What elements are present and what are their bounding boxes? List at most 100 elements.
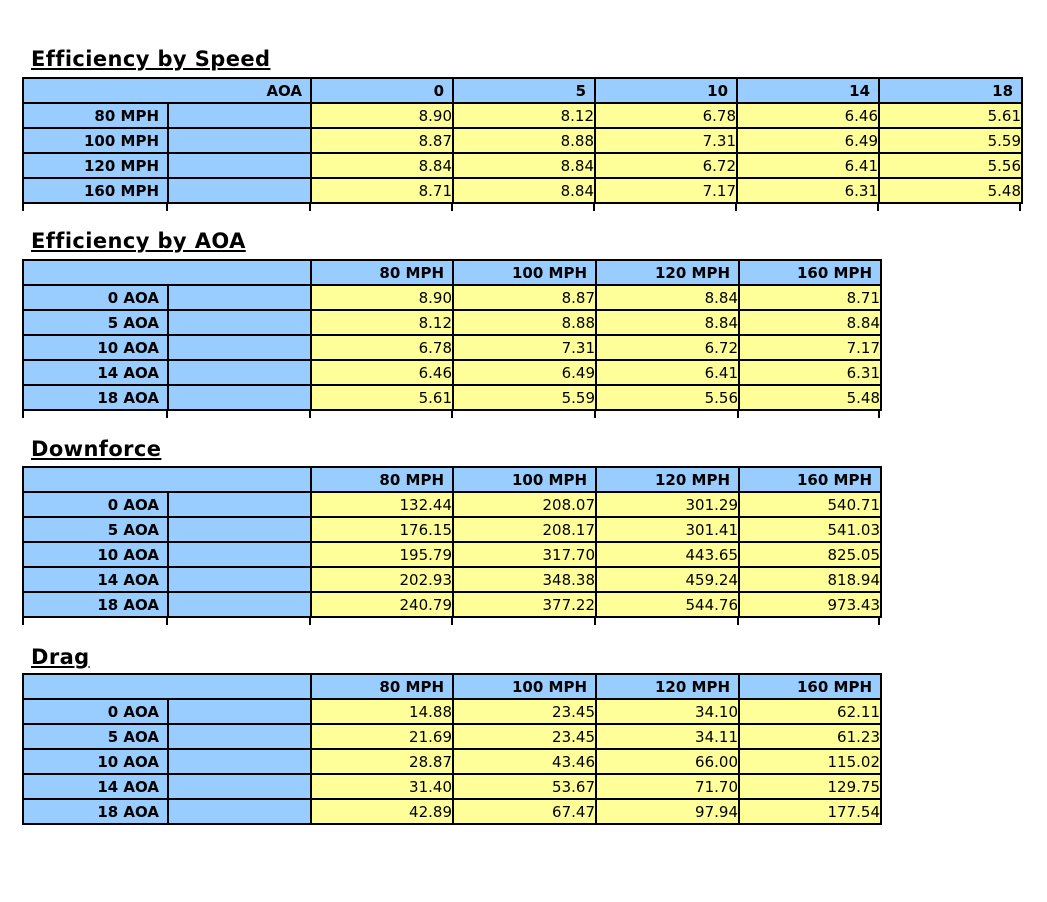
value-cell[interactable]: 6.31 [738, 359, 882, 386]
column-header-cell[interactable]: 100 MPH [452, 673, 597, 700]
column-header-cell[interactable]: 80 MPH [310, 673, 454, 700]
row-header-cell[interactable]: 5 AOA [22, 516, 169, 543]
row-header-cell[interactable]: 80 MPH [22, 102, 169, 129]
value-cell[interactable]: 8.88 [452, 309, 597, 336]
column-header-cell[interactable]: 18 [878, 77, 1024, 104]
value-cell[interactable]: 195.79 [310, 541, 454, 568]
value-cell[interactable]: 6.41 [595, 359, 740, 386]
value-cell[interactable]: 14.88 [310, 698, 454, 725]
value-cell[interactable]: 6.46 [736, 102, 881, 129]
column-header-cell[interactable]: 120 MPH [595, 259, 740, 286]
value-cell[interactable]: 6.46 [310, 359, 454, 386]
value-cell[interactable]: 5.48 [738, 384, 882, 411]
row-header-cell[interactable]: 5 AOA [22, 309, 169, 336]
value-cell[interactable]: 540.71 [738, 491, 882, 518]
value-cell[interactable]: 825.05 [738, 541, 882, 568]
value-cell[interactable]: 301.41 [595, 516, 740, 543]
value-cell[interactable]: 129.75 [738, 773, 882, 800]
value-cell[interactable]: 7.17 [738, 334, 882, 361]
row-header-cell[interactable]: 14 AOA [22, 566, 169, 593]
value-cell[interactable]: 61.23 [738, 723, 882, 750]
row-header-cell[interactable]: 10 AOA [22, 748, 169, 775]
value-cell[interactable]: 6.72 [594, 152, 739, 179]
value-cell[interactable]: 43.46 [452, 748, 597, 775]
row-header-cell[interactable]: 18 AOA [22, 591, 169, 618]
column-header-cell[interactable]: 14 [736, 77, 881, 104]
value-cell[interactable]: 5.61 [878, 102, 1024, 129]
column-header-cell[interactable]: 0 [310, 77, 455, 104]
value-cell[interactable]: 28.87 [310, 748, 454, 775]
value-cell[interactable]: 8.71 [310, 177, 455, 204]
value-cell[interactable]: 23.45 [452, 698, 597, 725]
column-header-cell[interactable]: 120 MPH [595, 673, 740, 700]
column-header-cell[interactable]: 160 MPH [738, 673, 882, 700]
value-cell[interactable]: 818.94 [738, 566, 882, 593]
value-cell[interactable]: 6.49 [736, 127, 881, 154]
value-cell[interactable]: 8.12 [452, 102, 597, 129]
row-header-cell[interactable]: 18 AOA [22, 798, 169, 825]
value-cell[interactable]: 8.88 [452, 127, 597, 154]
value-cell[interactable]: 317.70 [452, 541, 597, 568]
value-cell[interactable]: 7.17 [594, 177, 739, 204]
column-header-cell[interactable]: 160 MPH [738, 466, 882, 493]
value-cell[interactable]: 7.31 [594, 127, 739, 154]
value-cell[interactable]: 5.59 [452, 384, 597, 411]
value-cell[interactable]: 377.22 [452, 591, 597, 618]
value-cell[interactable]: 6.41 [736, 152, 881, 179]
row-header-cell[interactable]: 14 AOA [22, 773, 169, 800]
column-header-cell[interactable]: 100 MPH [452, 259, 597, 286]
column-header-cell[interactable]: 160 MPH [738, 259, 882, 286]
row-header-cell[interactable]: 0 AOA [22, 491, 169, 518]
row-header-cell[interactable]: 5 AOA [22, 723, 169, 750]
value-cell[interactable]: 973.43 [738, 591, 882, 618]
value-cell[interactable]: 8.90 [310, 284, 454, 311]
column-header-cell[interactable]: 100 MPH [452, 466, 597, 493]
value-cell[interactable]: 8.84 [452, 177, 597, 204]
value-cell[interactable]: 34.11 [595, 723, 740, 750]
value-cell[interactable]: 8.84 [595, 284, 740, 311]
value-cell[interactable]: 6.78 [310, 334, 454, 361]
row-header-cell[interactable]: 0 AOA [22, 284, 169, 311]
value-cell[interactable]: 21.69 [310, 723, 454, 750]
value-cell[interactable]: 240.79 [310, 591, 454, 618]
value-cell[interactable]: 6.78 [594, 102, 739, 129]
row-header-cell[interactable]: 0 AOA [22, 698, 169, 725]
value-cell[interactable]: 208.07 [452, 491, 597, 518]
value-cell[interactable]: 443.65 [595, 541, 740, 568]
row-header-cell[interactable]: 160 MPH [22, 177, 169, 204]
value-cell[interactable]: 301.29 [595, 491, 740, 518]
value-cell[interactable]: 8.87 [452, 284, 597, 311]
value-cell[interactable]: 5.59 [878, 127, 1024, 154]
corner-header-cell[interactable]: AOA [21, 77, 313, 104]
value-cell[interactable]: 5.56 [595, 384, 740, 411]
value-cell[interactable]: 34.10 [595, 698, 740, 725]
value-cell[interactable]: 66.00 [595, 748, 740, 775]
value-cell[interactable]: 8.84 [310, 152, 455, 179]
column-header-cell[interactable]: 10 [594, 77, 739, 104]
value-cell[interactable]: 53.67 [452, 773, 597, 800]
value-cell[interactable]: 71.70 [595, 773, 740, 800]
column-header-cell[interactable]: 80 MPH [310, 466, 454, 493]
value-cell[interactable]: 8.71 [738, 284, 882, 311]
value-cell[interactable]: 176.15 [310, 516, 454, 543]
value-cell[interactable]: 348.38 [452, 566, 597, 593]
value-cell[interactable]: 208.17 [452, 516, 597, 543]
value-cell[interactable]: 31.40 [310, 773, 454, 800]
value-cell[interactable]: 8.84 [738, 309, 882, 336]
value-cell[interactable]: 5.56 [878, 152, 1024, 179]
row-header-cell[interactable]: 10 AOA [22, 541, 169, 568]
value-cell[interactable]: 459.24 [595, 566, 740, 593]
value-cell[interactable]: 8.84 [595, 309, 740, 336]
value-cell[interactable]: 6.31 [736, 177, 881, 204]
value-cell[interactable]: 23.45 [452, 723, 597, 750]
row-header-cell[interactable]: 18 AOA [22, 384, 169, 411]
value-cell[interactable]: 177.54 [738, 798, 882, 825]
column-header-cell[interactable]: 120 MPH [595, 466, 740, 493]
value-cell[interactable]: 6.72 [595, 334, 740, 361]
value-cell[interactable]: 8.12 [310, 309, 454, 336]
row-header-cell[interactable]: 14 AOA [22, 359, 169, 386]
value-cell[interactable]: 5.61 [310, 384, 454, 411]
value-cell[interactable]: 202.93 [310, 566, 454, 593]
value-cell[interactable]: 8.90 [310, 102, 455, 129]
column-header-cell[interactable]: 80 MPH [310, 259, 454, 286]
